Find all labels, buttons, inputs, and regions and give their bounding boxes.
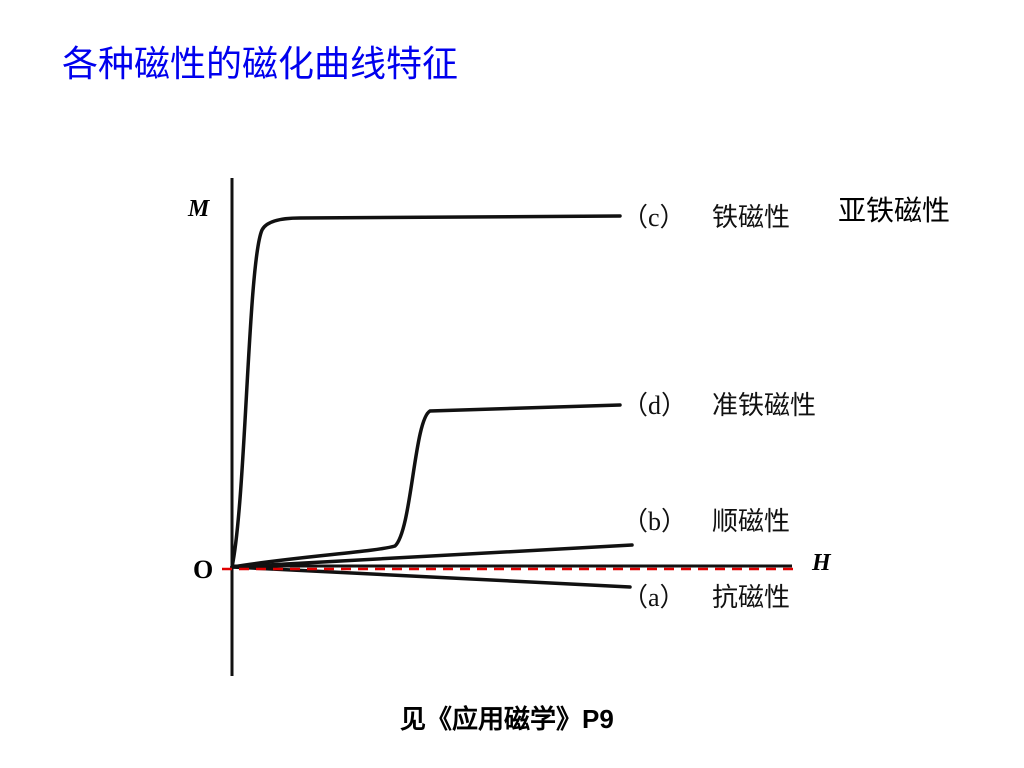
quasi-ferromagnetic-curve bbox=[230, 403, 622, 569]
curve-name: 铁磁性 bbox=[712, 203, 790, 232]
diamagnetic-curve bbox=[230, 565, 632, 589]
curve-marker: （c） bbox=[622, 203, 686, 232]
ferromagnetic-curve bbox=[230, 214, 622, 569]
curve-name: 准铁磁性 bbox=[712, 391, 816, 420]
curve-name: 抗磁性 bbox=[712, 583, 790, 612]
ferrimagnetic-note: 亚铁磁性 bbox=[838, 195, 950, 226]
slide-title: 各种磁性的磁化曲线特征 bbox=[62, 43, 458, 84]
paramagnetic-curve bbox=[230, 543, 634, 569]
m-axis-label: M bbox=[187, 196, 211, 222]
h-axis-label: H bbox=[811, 550, 832, 576]
curve-marker: （a） bbox=[622, 583, 686, 612]
curve-name: 顺磁性 bbox=[712, 507, 790, 536]
magnetization-figure: M H O （c） 铁磁性 （d） 准铁磁性 （b） 顺磁性 （a） 抗磁性 亚… bbox=[187, 178, 950, 676]
curve-marker: （d） bbox=[622, 391, 687, 420]
source-caption: 见《应用磁学》P9 bbox=[400, 704, 614, 734]
origin-label: O bbox=[193, 555, 213, 584]
curve-marker: （b） bbox=[622, 507, 687, 536]
